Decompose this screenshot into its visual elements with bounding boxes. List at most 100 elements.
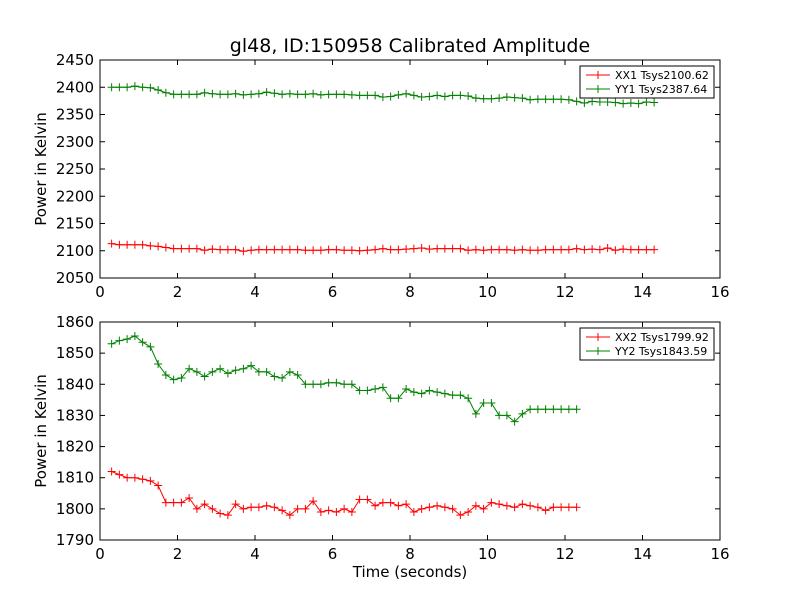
data-point-marker xyxy=(355,386,364,395)
data-point-marker xyxy=(123,473,132,482)
data-point-marker xyxy=(557,95,566,104)
legend-label: YY1 Tsys2387.64 xyxy=(614,83,707,96)
data-point-marker xyxy=(332,378,341,387)
x-tick-label: 12 xyxy=(555,545,574,563)
bottom-plot: 0 2 4 6 8 10 12 14 16 1790 1800 1810 1820 1830 1840 185… xyxy=(32,313,730,581)
data-point-marker xyxy=(347,507,356,516)
data-point-marker xyxy=(192,244,201,253)
y-axis-label: Power in Kelvin xyxy=(32,112,50,226)
data-point-marker xyxy=(611,246,620,255)
data-point-marker xyxy=(340,246,349,255)
data-point-marker xyxy=(285,245,294,254)
data-point-marker xyxy=(440,503,449,512)
legend-marker xyxy=(594,71,602,79)
data-point-marker xyxy=(417,504,426,513)
legend-label: YY2 Tsys1843.59 xyxy=(614,345,707,358)
data-point-marker xyxy=(107,239,116,248)
data-point-marker xyxy=(301,90,310,99)
data-point-marker xyxy=(464,507,473,516)
y-tick-label: 1820 xyxy=(56,438,94,456)
x-tick-label: 6 xyxy=(328,283,338,301)
data-point-marker xyxy=(448,504,457,513)
data-point-marker xyxy=(146,241,155,250)
data-point-marker xyxy=(642,97,651,106)
data-point-marker xyxy=(316,246,325,255)
data-point-marker xyxy=(324,378,333,387)
data-point-marker xyxy=(239,90,248,99)
data-point-marker xyxy=(409,507,418,516)
data-point-marker xyxy=(208,245,217,254)
data-point-marker xyxy=(487,245,496,254)
data-point-marker xyxy=(595,97,604,106)
data-point-marker xyxy=(471,409,480,418)
data-point-marker xyxy=(619,99,628,108)
data-point-marker xyxy=(231,366,240,375)
data-point-marker xyxy=(200,88,209,97)
data-point-marker xyxy=(309,380,318,389)
data-point-marker xyxy=(247,361,256,370)
data-point-marker xyxy=(378,244,387,253)
data-point-marker xyxy=(448,391,457,400)
data-point-marker xyxy=(285,367,294,376)
data-point-marker xyxy=(169,90,178,99)
data-point-marker xyxy=(115,336,124,345)
data-point-marker xyxy=(549,405,558,414)
data-point-marker xyxy=(239,364,248,373)
series-xx1 xyxy=(107,239,659,256)
data-point-marker xyxy=(208,89,217,98)
data-point-marker xyxy=(557,245,566,254)
data-point-marker xyxy=(487,94,496,103)
data-point-marker xyxy=(634,99,643,108)
data-point-marker xyxy=(216,90,225,99)
data-point-marker xyxy=(262,501,271,510)
y-tick-label: 2350 xyxy=(56,106,94,124)
data-point-marker xyxy=(440,389,449,398)
data-point-marker xyxy=(231,89,240,98)
data-point-marker xyxy=(456,244,465,253)
data-point-marker xyxy=(154,360,163,369)
y-tick-label: 1810 xyxy=(56,469,94,487)
y-tick-label: 2300 xyxy=(56,133,94,151)
x-tick-label: 6 xyxy=(328,545,338,563)
data-point-marker xyxy=(216,245,225,254)
data-point-marker xyxy=(533,503,542,512)
data-point-marker xyxy=(386,498,395,507)
data-point-marker xyxy=(580,99,589,108)
legend-box xyxy=(579,327,715,361)
series-yy2 xyxy=(107,332,581,426)
data-point-marker xyxy=(154,481,163,490)
y-tick-label: 1860 xyxy=(56,313,94,331)
data-point-marker xyxy=(425,92,434,101)
data-point-marker xyxy=(169,244,178,253)
data-point-marker xyxy=(549,95,558,104)
data-point-marker xyxy=(386,245,395,254)
data-point-marker xyxy=(456,91,465,100)
data-point-marker xyxy=(588,245,597,254)
data-point-marker xyxy=(394,501,403,510)
x-tick-label: 8 xyxy=(405,545,415,563)
data-point-marker xyxy=(270,372,279,381)
data-point-marker xyxy=(510,417,519,426)
data-point-marker xyxy=(479,94,488,103)
data-point-marker xyxy=(185,244,194,253)
data-point-marker xyxy=(130,473,139,482)
data-point-marker xyxy=(270,503,279,512)
data-point-marker xyxy=(115,83,124,92)
data-point-marker xyxy=(316,507,325,516)
data-point-marker xyxy=(115,470,124,479)
data-point-marker xyxy=(603,97,612,106)
x-tick-label: 16 xyxy=(710,283,729,301)
data-point-marker xyxy=(378,93,387,102)
data-point-marker xyxy=(270,89,279,98)
data-point-marker xyxy=(208,367,217,376)
data-point-marker xyxy=(440,244,449,253)
data-point-marker xyxy=(301,380,310,389)
data-point-marker xyxy=(471,245,480,254)
data-point-marker xyxy=(239,247,248,256)
data-point-marker xyxy=(270,245,279,254)
data-point-marker xyxy=(363,495,372,504)
data-point-marker xyxy=(533,246,542,255)
data-point-marker xyxy=(262,88,271,97)
data-point-marker xyxy=(541,506,550,515)
data-point-marker xyxy=(223,369,232,378)
